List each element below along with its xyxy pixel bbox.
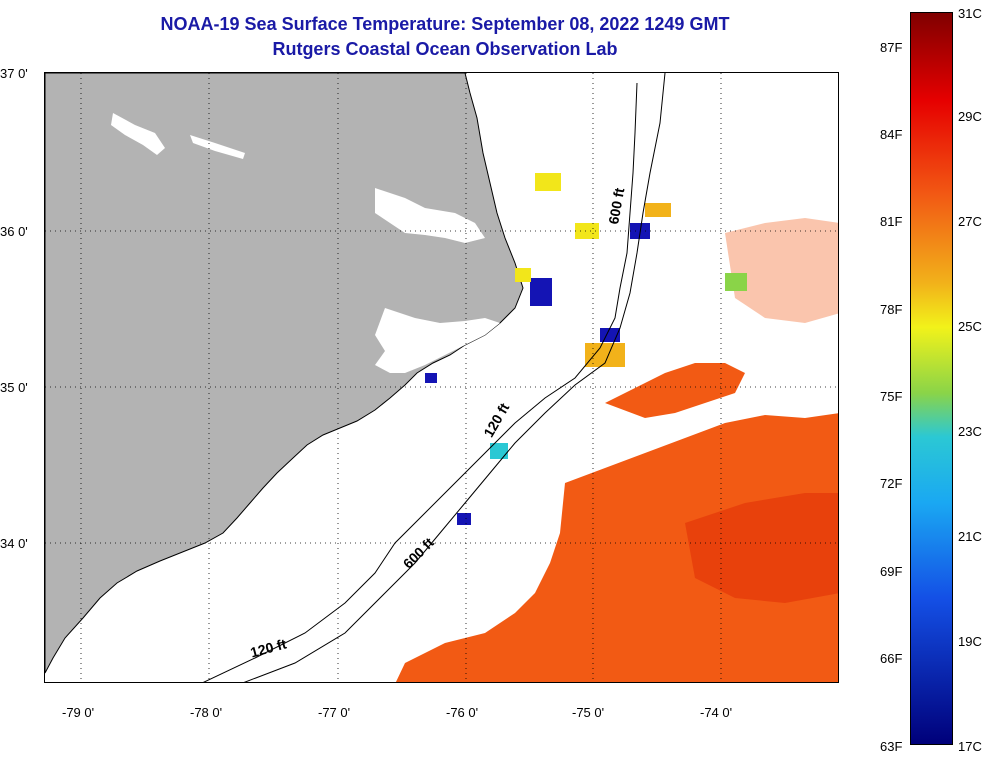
pamlico-sound xyxy=(375,308,500,373)
lon-label-75: -75 0' xyxy=(572,705,605,720)
sst-map xyxy=(44,72,839,683)
lon-label-76: -76 0' xyxy=(446,705,479,720)
contour-120ft xyxy=(203,82,638,682)
lat-label-35: 35 0' xyxy=(0,380,28,395)
fahrenheit-label-75: 75F xyxy=(880,389,903,404)
map-subtitle: Rutgers Coastal Ocean Observation Lab xyxy=(272,39,618,59)
sst-warm-patches xyxy=(395,218,838,682)
celsius-label-31: 31C xyxy=(958,6,982,21)
lat-label-36: 36 0' xyxy=(0,224,28,239)
celsius-label-19: 19C xyxy=(958,634,982,649)
fahrenheit-label-63: 63F xyxy=(880,739,903,754)
fahrenheit-label-66: 66F xyxy=(880,651,903,666)
fahrenheit-label-69: 69F xyxy=(880,564,903,579)
chowan-river xyxy=(111,113,165,155)
sst-map-canvas xyxy=(45,73,838,682)
lat-label-34: 34 0' xyxy=(0,536,28,551)
albemarle-sound xyxy=(375,188,485,243)
celsius-label-25: 25C xyxy=(958,319,982,334)
graticule xyxy=(45,73,838,682)
land-mass xyxy=(45,73,524,674)
lat-label-37: 37 0' xyxy=(0,66,28,81)
celsius-label-29: 29C xyxy=(958,109,982,124)
celsius-label-23: 23C xyxy=(958,424,982,439)
temperature-colorbar xyxy=(910,12,953,745)
roanoke-river xyxy=(190,135,245,159)
celsius-label-17: 17C xyxy=(958,739,982,754)
lon-label-78: -78 0' xyxy=(190,705,223,720)
fahrenheit-label-78: 78F xyxy=(880,302,903,317)
fahrenheit-label-87: 87F xyxy=(880,40,903,55)
celsius-label-27: 27C xyxy=(958,214,982,229)
contour-600ft xyxy=(243,73,666,682)
fahrenheit-label-81: 81F xyxy=(880,214,903,229)
lon-label-74: -74 0' xyxy=(700,705,733,720)
lon-label-79: -79 0' xyxy=(62,705,95,720)
fahrenheit-label-84: 84F xyxy=(880,127,903,142)
map-title: NOAA-19 Sea Surface Temperature: Septemb… xyxy=(160,14,730,34)
colorbar-gradient xyxy=(911,13,952,744)
celsius-label-21: 21C xyxy=(958,529,982,544)
fahrenheit-label-72: 72F xyxy=(880,476,903,491)
lon-label-77: -77 0' xyxy=(318,705,351,720)
